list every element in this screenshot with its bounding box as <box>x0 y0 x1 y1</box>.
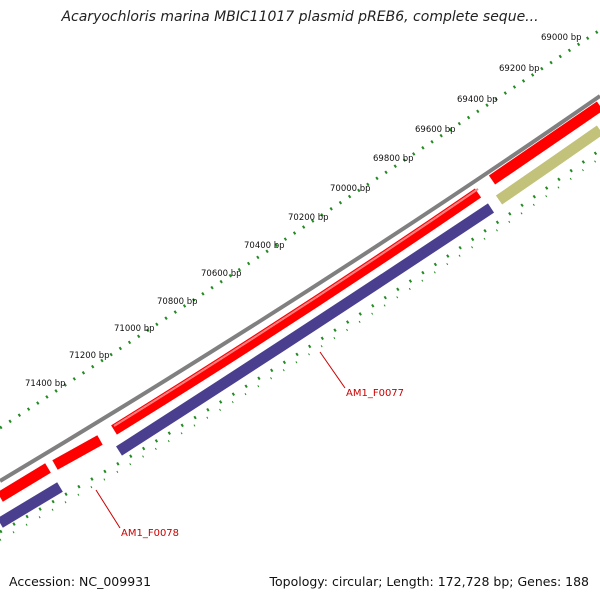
outer-ruler-track <box>0 28 600 430</box>
cds-feature-forward <box>52 435 103 470</box>
ruler-label: 69600 bp <box>415 125 456 135</box>
ruler-label: 71000 bp <box>114 324 155 334</box>
gene-label[interactable]: AM1_F0077 <box>346 388 404 399</box>
gene-label[interactable]: AM1_F0078 <box>121 528 179 539</box>
cds-feature-forward <box>0 463 51 502</box>
ruler-label: 70000 bp <box>330 184 371 194</box>
ruler-label: 71400 bp <box>25 379 66 389</box>
ruler-label: 70600 bp <box>201 269 242 279</box>
map-title: Acaryochloris marina MBIC11017 plasmid p… <box>61 9 539 25</box>
cds-feature-reverse <box>116 203 495 456</box>
gene-label-connector <box>319 351 346 389</box>
cds-feature-highlight <box>113 188 479 427</box>
cds-feature-reverse <box>0 482 63 528</box>
cds-feature-forward <box>488 101 600 185</box>
ruler-label: 69200 bp <box>499 64 540 74</box>
sequence-backbone <box>0 94 600 483</box>
topology-summary: Topology: circular; Length: 172,728 bp; … <box>269 574 590 589</box>
ruler-label: 70800 bp <box>157 297 198 307</box>
inner-ruler-track <box>0 148 600 534</box>
ruler-label: 71200 bp <box>69 351 110 361</box>
misc-feature <box>495 125 600 205</box>
accession-text: Accession: NC_009931 <box>9 574 152 589</box>
ruler-label: 69800 bp <box>373 154 414 164</box>
ruler-label: 69000 bp <box>541 33 582 43</box>
ruler-label: 70200 bp <box>288 213 329 223</box>
ruler-label: 70400 bp <box>244 241 285 251</box>
cds-feature-forward <box>111 188 482 435</box>
gene-label-connector <box>95 489 121 529</box>
ruler-label: 69400 bp <box>457 95 498 105</box>
